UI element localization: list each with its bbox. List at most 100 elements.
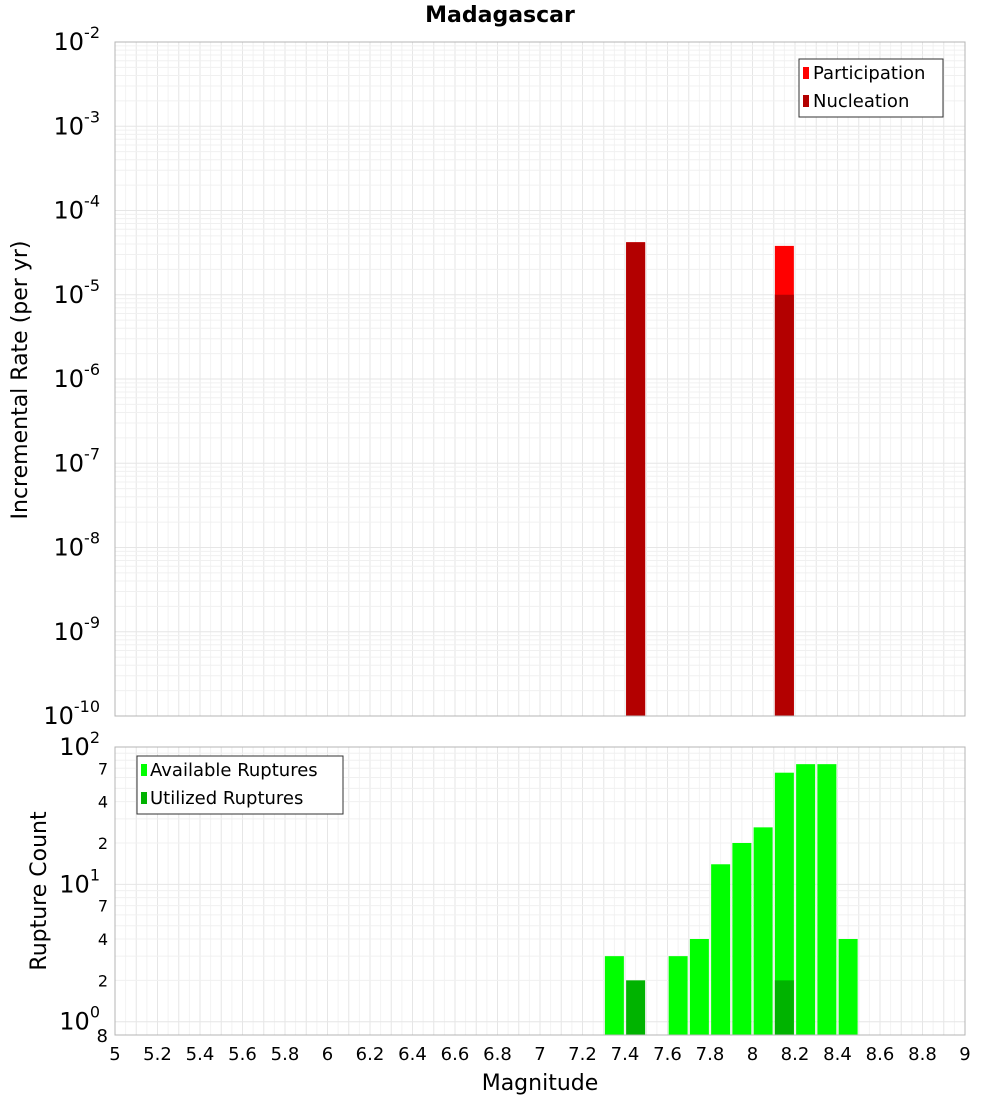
legend-swatch-available [141, 764, 147, 776]
top-y-tick-label-exp: -7 [84, 444, 100, 463]
legend-swatch-utilized [141, 792, 147, 804]
x-tick-label: 6.6 [441, 1044, 470, 1065]
x-tick-label: 6 [322, 1044, 333, 1065]
legend-swatch-participation [803, 67, 809, 79]
bar-available-ruptures [711, 864, 731, 1035]
bottom-y-minor-tick-label: 2 [98, 971, 108, 990]
top-y-tick-label-exp: -10 [74, 697, 100, 716]
legend-label-participation: Participation [813, 63, 925, 84]
top-y-tick-label-base: 10 [43, 702, 74, 730]
x-tick-label: 7 [534, 1044, 545, 1065]
top-y-tick-label-exp: -5 [84, 276, 100, 295]
bottom-y-major-tick-label-base: 10 [59, 1008, 90, 1036]
top-y-tick-label: 10-3 [54, 107, 101, 140]
top-y-tick-label: 10-8 [54, 529, 101, 562]
bottom-y-minor-tick-label: 2 [98, 834, 108, 853]
bar-available-ruptures [774, 772, 794, 1035]
top-legend: Participation Nucleation [798, 58, 944, 118]
x-axis-ticks: 5 5.2 5.4 5.6 5.8 6 6.2 6.4 6.6 6.8 7 7.2 7.4 7.6 7.8 8… [109, 1044, 970, 1065]
top-y-axis-label: Incremental Rate (per yr) [8, 241, 33, 520]
bottom-bars [604, 764, 858, 1035]
top-y-tick-label: 10-10 [43, 697, 100, 730]
bar-utilized-ruptures [626, 980, 646, 1035]
legend-label-nucleation: Nucleation [813, 91, 909, 112]
legend-swatch-nucleation [803, 95, 809, 107]
x-tick-label: 8.4 [823, 1044, 852, 1065]
bottom-legend-box [136, 755, 344, 815]
top-legend-box [798, 58, 944, 118]
top-y-tick-label: 10-5 [54, 276, 101, 309]
bar-available-ruptures [838, 939, 858, 1035]
bar-nucleation [626, 242, 646, 716]
bottom-legend: Available Ruptures Utilized Ruptures [136, 755, 344, 815]
bar-utilized-ruptures [774, 980, 794, 1035]
top-y-tick-label-base: 10 [54, 618, 85, 646]
legend-label-available: Available Ruptures [150, 760, 318, 781]
x-tick-label: 7.6 [653, 1044, 682, 1065]
bottom-y-axis-label: Rupture Count [27, 811, 52, 971]
x-tick-label: 8.8 [908, 1044, 937, 1065]
top-y-tick-label-base: 10 [54, 197, 85, 225]
x-axis-label: Magnitude [482, 1071, 599, 1096]
bottom-y-minor-tick-label: 7 [98, 897, 108, 916]
top-bars [626, 242, 794, 716]
x-tick-label: 5.6 [228, 1044, 257, 1065]
bottom-y-minor-tick-label: 4 [98, 793, 108, 812]
bottom-y-major-tick-label: 101 [59, 865, 100, 898]
top-y-tick-label-exp: -8 [84, 529, 100, 548]
top-y-tick-label-exp: -9 [84, 613, 100, 632]
x-tick-label: 8.2 [781, 1044, 810, 1065]
bottom-y-major-tick-label-exp: 1 [90, 865, 100, 884]
x-tick-label: 8.6 [866, 1044, 895, 1065]
top-y-tick-label-exp: -4 [84, 192, 100, 211]
x-tick-label: 7.4 [611, 1044, 640, 1065]
bottom-y-major-tick-label: 102 [59, 728, 100, 761]
top-y-tick-label-base: 10 [54, 534, 85, 562]
x-tick-label: 6.2 [356, 1044, 385, 1065]
bottom-y-minor-tick-label: 4 [98, 930, 108, 949]
x-tick-label: 7.8 [696, 1044, 725, 1065]
x-tick-label: 8 [747, 1044, 758, 1065]
bar-available-ruptures [668, 956, 688, 1035]
bar-available-ruptures [689, 939, 709, 1035]
bottom-plot-frame [114, 746, 966, 1036]
top-y-tick-label: 10-9 [54, 613, 101, 646]
bottom-y-minor-tick-label: 7 [98, 759, 108, 778]
bar-available-ruptures [796, 764, 816, 1035]
x-tick-label: 7.2 [568, 1044, 597, 1065]
x-tick-label: 9 [959, 1044, 970, 1065]
top-y-tick-label-exp: -6 [84, 360, 100, 379]
legend-label-utilized: Utilized Ruptures [150, 788, 303, 809]
bottom-y-corner-tick-label: 8 [97, 1026, 108, 1047]
top-y-tick-label-base: 10 [54, 112, 85, 140]
bar-nucleation [774, 294, 794, 716]
x-tick-label: 5 [109, 1044, 120, 1065]
top-y-tick-label: 10-4 [54, 192, 101, 225]
bar-available-ruptures [604, 956, 624, 1035]
top-y-tick-label-base: 10 [54, 28, 85, 56]
x-tick-label: 5.4 [186, 1044, 215, 1065]
top-y-tick-label: 10-2 [54, 23, 101, 56]
top-y-tick-label: 10-7 [54, 444, 101, 477]
x-tick-label: 5.2 [143, 1044, 172, 1065]
bar-available-ruptures [732, 843, 752, 1035]
bottom-y-major-tick-label-base: 10 [59, 733, 90, 761]
chart-title: Madagascar [425, 3, 575, 28]
x-tick-label: 5.8 [271, 1044, 300, 1065]
bar-available-ruptures [753, 827, 773, 1035]
top-grid [114, 42, 966, 717]
bottom-y-major-tick-label-exp: 2 [90, 728, 100, 747]
x-tick-label: 6.4 [398, 1044, 427, 1065]
bottom-y-major-tick-label: 100 [59, 1003, 100, 1036]
bottom-y-major-tick-label-base: 10 [59, 870, 90, 898]
x-tick-label: 6.8 [483, 1044, 512, 1065]
top-y-tick-label-base: 10 [54, 281, 85, 309]
top-y-tick-label: 10-6 [54, 360, 101, 393]
top-y-tick-label-exp: -2 [84, 23, 100, 42]
top-y-tick-label-base: 10 [54, 449, 85, 477]
bar-available-ruptures [817, 764, 837, 1035]
bottom-y-major-tick-label-exp: 0 [90, 1003, 100, 1022]
